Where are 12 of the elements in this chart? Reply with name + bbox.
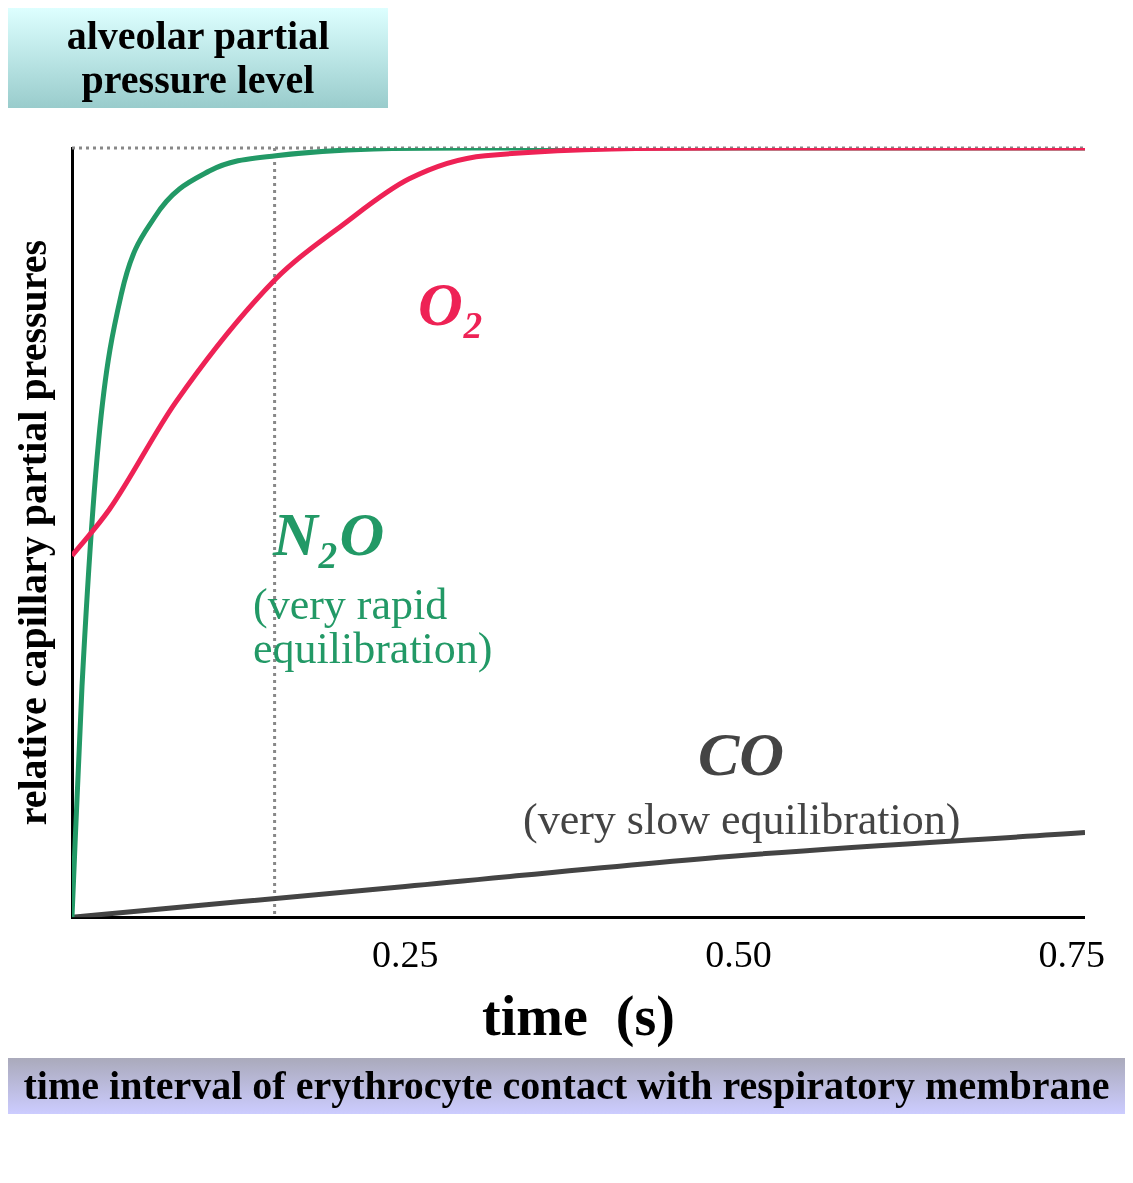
x-tick-label: 0.25 (371, 932, 439, 975)
x-axis-title: time (s) (482, 984, 675, 1048)
text: time interval of erythrocyte contact with respiratory membrane (8, 1058, 1125, 1114)
x-tick-label: 0.75 (1038, 932, 1105, 975)
text: N₂O (273, 500, 385, 568)
y-axis-title: relative capillary partial pressures (10, 239, 56, 826)
annotation: (very rapid equilibration) (253, 580, 494, 673)
annotation: (very slow equilibration) (523, 795, 961, 844)
text: alveolar partial pressure level (8, 8, 388, 108)
series-label: CO (698, 720, 785, 788)
x-tick-label: 0.50 (705, 932, 772, 975)
series-label: O₂ (418, 270, 485, 338)
